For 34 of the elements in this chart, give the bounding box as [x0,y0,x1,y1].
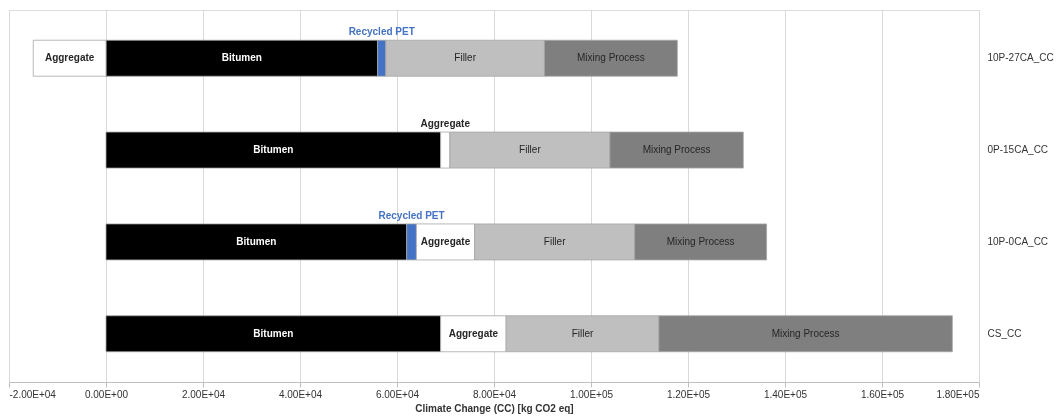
x-tick-label: 1.80E+05 [936,388,980,400]
y-tick-label: 10P-0CA_CC [987,235,1049,247]
x-axis-title: Climate Change (CC) [kg CO2 eq] [415,402,574,414]
text: Aggregate [420,118,470,130]
x-tick-label: 8.00E+04 [472,388,517,400]
text: Mixing Process [666,235,735,247]
x-tick-label: 6.00E+04 [375,388,420,400]
series-label: Bitumen [221,52,262,64]
x-tick-label: 4.00E+04 [278,388,323,400]
y-tick-label: CS_CC [987,327,1022,339]
x-tick-label: 0.00E+00 [84,388,129,400]
x-tick-label: 1.20E+05 [666,388,711,400]
text: Bitumen [253,144,294,156]
x-tick-label: 1.60E+05 [860,388,905,400]
text: Filler [571,327,594,339]
text: Aggregate [448,327,499,339]
text: Aggregate [44,52,95,64]
x-tick-label: -2.00E+04 [9,388,57,400]
text: Bitumen [236,235,277,247]
text: Recycled PET [378,209,445,221]
text: Filler [543,235,566,247]
series-label: Aggregate [420,235,471,247]
series-label: Mixing Process [576,52,645,64]
series-label: Filler [454,52,477,64]
text: Filler [519,144,541,156]
y-tick-label: 0P-15CA_CC [987,144,1049,156]
text: Mixing Process [771,327,840,339]
series-label: Recycled PET [348,26,415,38]
x-tick-label: 2.00E+04 [181,388,226,400]
text: Bitumen [253,327,294,339]
y-tick-label: 10P-27CA_CC [987,52,1054,64]
text: Mixing Process [642,144,711,156]
x-tick-label: 1.00E+05 [569,388,614,400]
x-tick-label: 1.40E+05 [763,388,808,400]
